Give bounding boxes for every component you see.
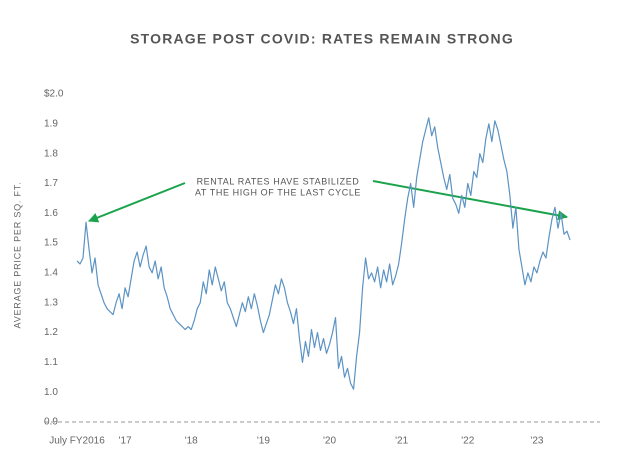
annotation-arrow [88,182,186,223]
y-tick-label: $2.0 [44,89,64,100]
y-tick-label: 1.5 [44,238,58,249]
y-tick-label: 1.6 [44,208,58,219]
x-tick-label: '18 [185,436,198,447]
y-tick-label: 1.8 [44,148,58,159]
x-tick-label: '20 [323,436,336,447]
x-tick-label: '17 [119,436,132,447]
y-tick-label: 1.0 [44,387,58,398]
annotation: RENTAL RATES HAVE STABILIZED [197,176,360,186]
x-tick-label: '19 [257,436,270,447]
y-tick-label: 1.2 [44,327,58,338]
y-tick-label: 1.4 [44,268,58,279]
annotation: AT THE HIGH OF THE LAST CYCLE [195,187,361,197]
x-tick-label: July FY2016 [49,436,105,447]
y-tick-label: 1.1 [44,357,58,368]
x-tick-label: '21 [395,436,408,447]
x-tick-label: '22 [461,436,474,447]
y-axis-label: AVERAGE PRICE PER SQ. FT. [12,182,22,329]
y-tick-label: 1.7 [44,178,58,189]
annotation-arrow [372,180,568,221]
x-tick-label: '23 [530,436,543,447]
y-tick-label: 1.9 [44,118,58,129]
chart-title: STORAGE POST COVID: RATES REMAIN STRONG [130,31,514,47]
y-tick-label: 1.3 [44,297,58,308]
data-line [76,117,571,390]
